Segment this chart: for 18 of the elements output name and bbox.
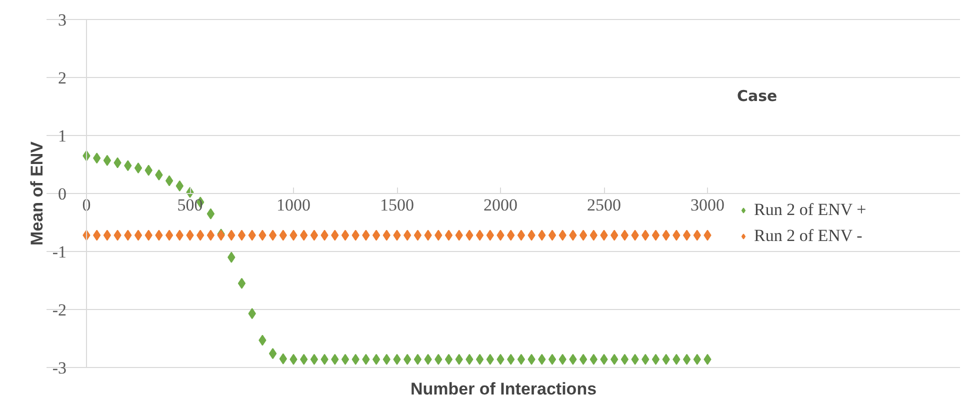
legend-label: Run 2 of ENV -	[754, 226, 862, 246]
x-tick-label: 500	[177, 196, 203, 214]
y-tick-label: 2	[58, 68, 66, 88]
x-tick-label: 3000	[690, 196, 724, 214]
y-tick-label: -1	[52, 242, 67, 262]
legend-title: Case	[737, 87, 778, 105]
x-tick-label: 2500	[587, 196, 621, 214]
legend-label: Run 2 of ENV +	[754, 200, 866, 220]
y-tick-label: 1	[58, 126, 66, 146]
x-tick-label: 0	[82, 196, 91, 214]
x-tick-label: 1000	[276, 196, 310, 214]
y-tick-label: -2	[52, 300, 67, 320]
x-tick-label: 1500	[380, 196, 414, 214]
y-axis-title: Mean of ENV	[28, 140, 46, 246]
x-axis-title: Number of Interactions	[410, 380, 597, 398]
y-tick-label: 3	[58, 10, 66, 30]
x-tick-label: 2000	[484, 196, 518, 214]
y-tick-label: -3	[52, 358, 67, 378]
